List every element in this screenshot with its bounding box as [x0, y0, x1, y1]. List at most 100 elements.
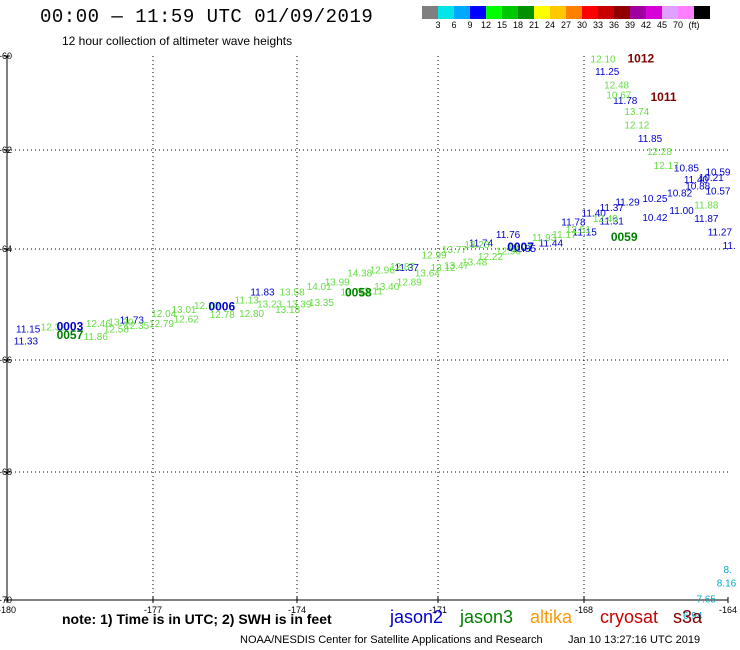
y-tick-label: -60 [0, 51, 12, 61]
wave-height-value: 11.78 [613, 96, 638, 107]
y-tick-label: -66 [0, 355, 12, 365]
wave-height-value: 13.11 [358, 286, 383, 297]
wave-height-value: 12.35 [124, 321, 149, 332]
footer-timestamp: Jan 10 13:27:16 UTC 2019 [568, 634, 701, 646]
wave-height-value: 8.16 [717, 578, 737, 589]
pass-label: 0058 [345, 285, 372, 299]
wave-height-value: 11.73 [120, 316, 145, 327]
color-swatch [614, 6, 630, 19]
color-swatch [518, 6, 534, 19]
wave-height-value: 13.40 [374, 282, 399, 293]
color-swatch [502, 6, 518, 19]
wave-height-value: 12.17 [654, 161, 679, 172]
color-scale: 3 6 9 12 15 18 21 24 27 30 33 36 39 42 45 70 (ft) [422, 6, 710, 33]
wave-height-value: 11.25 [595, 67, 620, 78]
y-tick-label: -62 [0, 145, 12, 155]
wave-height-value: 12.96 [370, 266, 395, 277]
color-swatch [678, 6, 694, 19]
wave-height-value: 12.93 [507, 243, 532, 254]
wave-height-value: 10.85 [674, 163, 699, 174]
wave-height-value: 10.59 [705, 168, 730, 179]
wave-height-value: 11.74 [469, 238, 494, 249]
wave-height-value: 12.51 [566, 225, 591, 236]
footer-credit: NOAA/NESDIS Center for Satellite Applica… [240, 634, 543, 646]
pass-label: 0006 [208, 300, 235, 314]
wave-height-value: 10.42 [642, 213, 667, 224]
wave-height-value: 12.04 [151, 309, 176, 320]
color-scale-label: 27 [560, 20, 572, 30]
wave-height-value: 13.48 [462, 257, 487, 268]
wave-height-value: 13.01 [171, 305, 196, 316]
color-swatch [454, 6, 470, 19]
wave-height-value: 11.27 [708, 228, 733, 239]
x-tick-label: -174 [288, 605, 306, 615]
wave-height-value: 13.23 [464, 240, 489, 251]
pass-label: 0057 [57, 328, 84, 342]
color-swatch [438, 6, 454, 19]
color-scale-label: 15 [496, 20, 508, 30]
wave-height-value: 12.58 [104, 324, 129, 335]
wave-height-value: 12.32 [41, 323, 66, 334]
color-scale-label: 24 [544, 20, 556, 30]
wave-height-value: 10.88 [685, 181, 710, 192]
wave-height-value: 11.37 [600, 203, 625, 214]
x-tick-label: -177 [144, 605, 162, 615]
color-scale-label: 9 [467, 20, 473, 30]
wave-height-value: 11.86 [84, 332, 109, 343]
wave-height-value: 13.77 [442, 245, 467, 256]
color-scale-label: 30 [576, 20, 588, 30]
wave-height-value: 12.12 [624, 120, 649, 131]
color-scale-label: 36 [608, 20, 620, 30]
pass-label: 0007 [507, 240, 534, 254]
wave-height-value: 6.94 [683, 611, 703, 622]
wave-height-value: 12.10 [591, 55, 616, 66]
wave-height-value: 10.67 [606, 90, 631, 101]
wave-height-value: 12.87 [390, 262, 415, 273]
wave-height-value: 12.80 [239, 309, 264, 320]
y-tick-label: -64 [0, 244, 12, 254]
y-tick-label: -68 [0, 467, 12, 477]
color-swatch [662, 6, 678, 19]
color-scale-label: 70 [672, 20, 684, 30]
pass-label: 0059 [611, 230, 638, 244]
color-swatch [550, 6, 566, 19]
wave-height-value: 13.47 [444, 261, 469, 272]
wave-height-value: 13.23 [257, 299, 282, 310]
wave-height-value: 11.93 [532, 233, 557, 244]
wave-height-value: 12.79 [149, 319, 174, 330]
wave-height-value: 11.87 [694, 214, 719, 225]
wave-height-value: 13.18 [275, 305, 300, 316]
wave-height-value: 12.10 [194, 301, 219, 312]
wave-height-value: 11.85 [638, 134, 663, 145]
color-scale-label: 12 [480, 20, 492, 30]
wave-height-value: 10.25 [642, 194, 667, 205]
wave-height-value: 7.65 [696, 595, 716, 606]
wave-height-value: 11.29 [615, 198, 640, 209]
x-tick-label: -164 [719, 605, 737, 615]
map-subtitle: 12 hour collection of altimeter wave hei… [62, 34, 293, 48]
wave-height-value: 13.74 [624, 107, 649, 118]
color-swatch [534, 6, 550, 19]
wave-height-value: 13.64 [415, 268, 440, 279]
legend-item-jason2: jason2 [390, 607, 444, 627]
x-tick-label: -168 [575, 605, 593, 615]
wave-height-value: 12.96 [496, 247, 521, 258]
wave-height-value: 11.78 [561, 218, 586, 229]
wave-height-value: 13.12 [431, 263, 456, 274]
wave-height-value: 11.40 [684, 175, 709, 186]
color-swatch [486, 6, 502, 19]
wave-height-value: 14.01 [307, 282, 332, 293]
y-tick-label: -70 [0, 595, 12, 605]
wave-height-value: 13.35 [309, 298, 334, 309]
legend-item-altika: altika [530, 607, 573, 627]
color-swatch [422, 6, 438, 19]
color-scale-labels: 3 6 9 12 15 18 21 24 27 30 33 36 39 42 45 70 (ft) [422, 19, 710, 33]
wave-height-value: 11. [723, 241, 736, 252]
wave-height-value: 11.15 [16, 324, 41, 335]
wave-height-value: 11.37 [395, 263, 420, 274]
color-scale-label: 45 [656, 20, 668, 30]
wave-height-value: 12.89 [397, 278, 422, 289]
wave-height-value: 12.62 [174, 315, 199, 326]
color-scale-label: 3 [435, 20, 441, 30]
color-scale-label: 39 [624, 20, 636, 30]
